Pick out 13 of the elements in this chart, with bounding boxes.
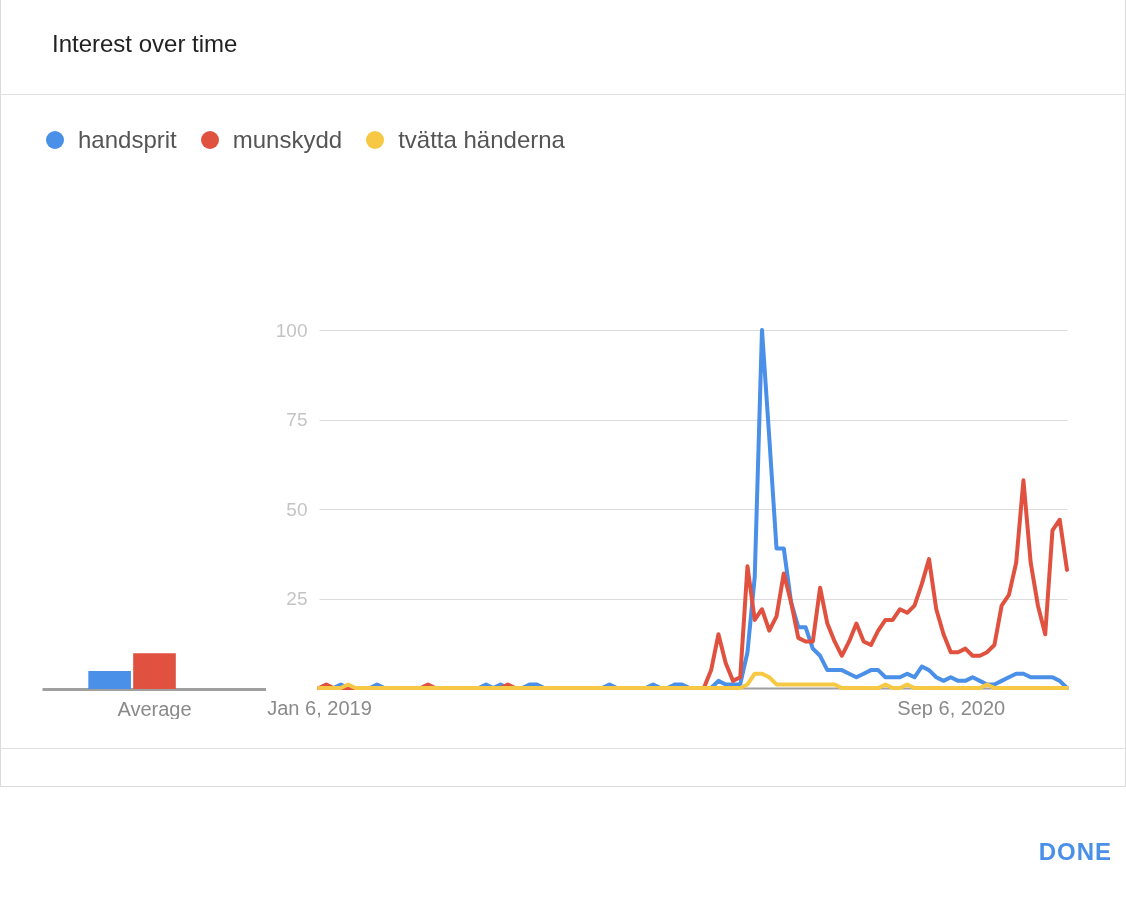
line-series [317,671,1069,690]
x-tick-label: Jan 6, 2019 [267,696,372,719]
legend-label: munskydd [232,126,343,154]
y-tick-label: 25 [286,588,308,609]
text: DONE [1038,838,1112,866]
y-tick-label: 100 [275,319,308,341]
x-tick-label: Average [117,697,192,720]
legend-label: tvätta händerna [398,126,565,154]
legend-label: handsprit [78,126,177,154]
x-tick-label: Sep 6, 2020 [897,696,1006,719]
y-tick-label: 75 [286,409,308,430]
y-tick-label: 50 [286,498,308,520]
chart-title: Interest over time [52,30,238,58]
